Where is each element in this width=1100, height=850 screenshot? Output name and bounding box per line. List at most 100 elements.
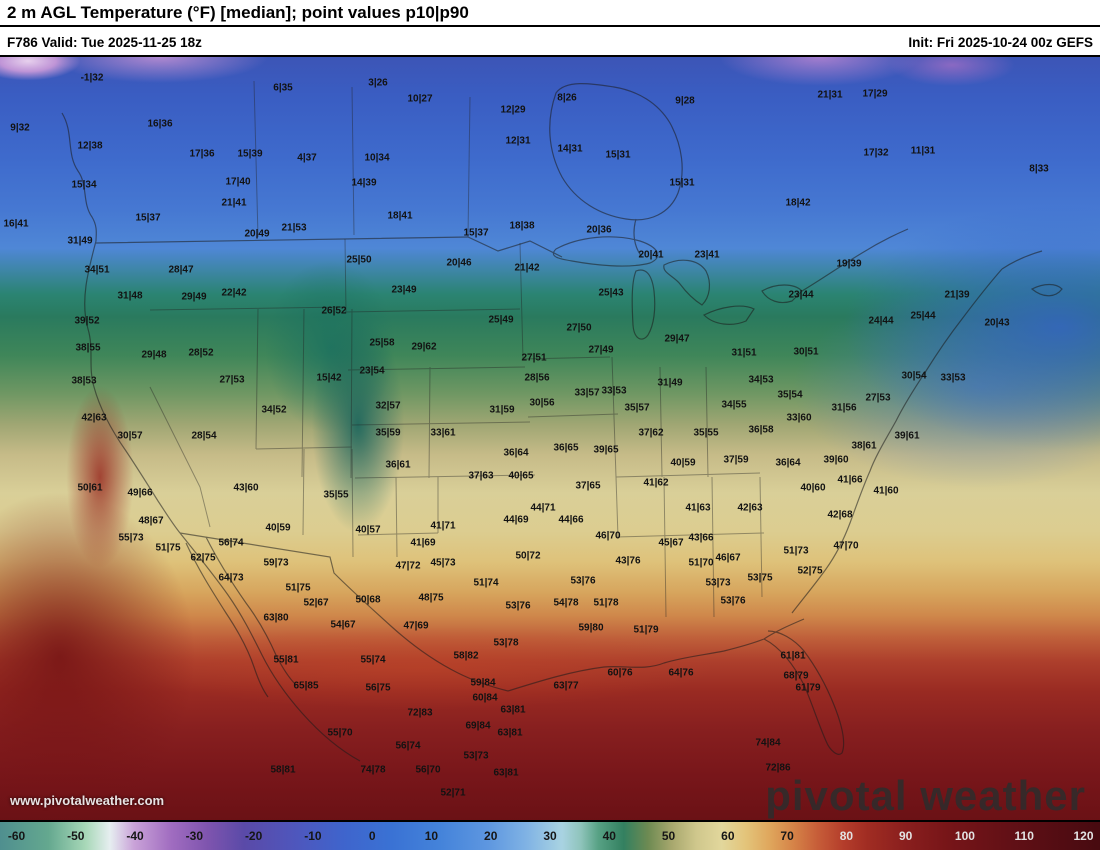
station-value: 28|47 [168,264,194,276]
station-value: 69|84 [465,720,491,732]
station-value: 19|39 [836,258,862,270]
station-value: 34|55 [721,399,747,411]
station-value: 53|78 [493,637,519,649]
station-value: 34|51 [84,264,110,276]
station-value: 48|67 [138,515,164,527]
station-value: 65|85 [293,680,319,692]
colorbar-tick: -50 [67,829,85,843]
station-value: 36|65 [553,442,579,454]
colorbar-tick: 50 [661,829,676,843]
colorbar-gradient [0,822,1100,850]
station-value: 54|67 [330,619,356,631]
station-value: 53|76 [505,600,531,612]
station-value: 34|52 [261,404,287,416]
station-value: 27|53 [219,374,245,386]
station-value: 40|59 [670,457,696,469]
stations-layer: -1|32 6|35 3|26 10|27 12|29 8|26 9|28 21|31 17|2… [0,57,1100,822]
page-title: 2 m AGL Temperature (°F) [median]; point… [7,2,469,22]
station-value: 38|61 [851,440,877,452]
station-value: 37|63 [468,470,494,482]
station-value: 29|47 [664,333,690,345]
station-value: 29|49 [181,291,207,303]
station-value: 63|80 [263,612,289,624]
colorbar-tick: -40 [126,829,144,843]
station-value: 17|40 [225,176,251,188]
station-value: 46|67 [715,552,741,564]
station-value: 6|35 [273,82,293,94]
station-value: 28|54 [191,430,217,442]
station-value: 36|58 [748,424,774,436]
station-value: 28|56 [524,372,550,384]
station-value: 53|76 [570,575,596,587]
station-value: 64|73 [218,572,244,584]
station-value: 23|54 [359,365,385,377]
colorbar-tick: 90 [898,829,913,843]
station-value: 51|74 [473,577,499,589]
station-value: 37|59 [723,454,749,466]
station-value: 29|48 [141,349,167,361]
valid-time-label: F786 Valid: Tue 2025-11-25 18z [7,34,202,50]
station-value: 20|43 [984,317,1010,329]
station-value: 41|71 [430,520,456,532]
temperature-map: -1|32 6|35 3|26 10|27 12|29 8|26 9|28 21|31 17|2… [0,55,1100,822]
station-value: 53|75 [747,572,773,584]
station-value: 43|66 [688,532,714,544]
station-value: 30|54 [901,370,927,382]
station-value: 63|77 [553,680,579,692]
colorbar-tick: -10 [304,829,322,843]
station-value: 27|53 [865,392,891,404]
station-value: 42|63 [81,412,107,424]
watermark-url: www.pivotalweather.com [10,793,165,808]
station-value: 56|70 [415,764,441,776]
colorbar-tick: 40 [602,829,616,843]
station-value: -1|32 [80,72,104,84]
station-value: 18|41 [387,210,413,222]
init-time-label: Init: Fri 2025-10-24 00z GEFS [908,34,1093,50]
station-value: 15|37 [135,212,161,224]
station-value: 47|69 [403,620,429,632]
station-value: 56|74 [395,740,421,752]
station-value: 15|34 [71,179,97,191]
temperature-colorbar: -60 -50 -40 -30 -20 -10 0 10 20 30 40 50 60 70 80 90 100… [0,820,1100,850]
station-value: 51|79 [633,624,659,636]
colorbar-tick: 30 [543,829,557,843]
station-value: 27|50 [566,322,592,334]
station-value: 23|49 [391,284,417,296]
station-value: 39|65 [593,444,619,456]
station-value: 31|59 [489,404,515,416]
station-value: 17|32 [863,147,889,159]
station-value: 40|59 [265,522,291,534]
station-value: 25|44 [910,310,936,322]
station-value: 45|73 [430,557,456,569]
station-value: 8|26 [557,92,577,104]
station-value: 55|74 [360,654,386,666]
station-value: 43|76 [615,555,641,567]
station-value: 63|81 [497,727,523,739]
station-value: 10|34 [364,152,390,164]
colorbar-tick: 20 [484,829,498,843]
station-value: 64|76 [668,667,694,679]
station-value: 27|51 [521,352,547,364]
station-value: 25|58 [369,337,395,349]
station-value: 56|74 [218,537,244,549]
station-value: 4|37 [297,152,317,164]
station-value: 58|82 [453,650,479,662]
station-value: 36|64 [775,457,801,469]
station-value: 63|81 [493,767,519,779]
watermark-brand: pivotal weather [765,772,1086,819]
station-value: 42|68 [827,509,853,521]
colorbar-tick: 60 [721,829,735,843]
station-value: 74|84 [755,737,781,749]
station-value: 25|49 [488,314,514,326]
station-value: 41|66 [837,474,863,486]
station-value: 33|61 [430,427,456,439]
station-value: 68|79 [783,670,809,682]
station-value: 39|60 [823,454,849,466]
station-value: 35|54 [777,389,803,401]
station-value: 17|29 [862,88,888,100]
station-value: 18|42 [785,197,811,209]
station-value: 53|73 [705,577,731,589]
station-value: 30|56 [529,397,555,409]
station-value: 41|63 [685,502,711,514]
station-value: 30|51 [793,346,819,358]
